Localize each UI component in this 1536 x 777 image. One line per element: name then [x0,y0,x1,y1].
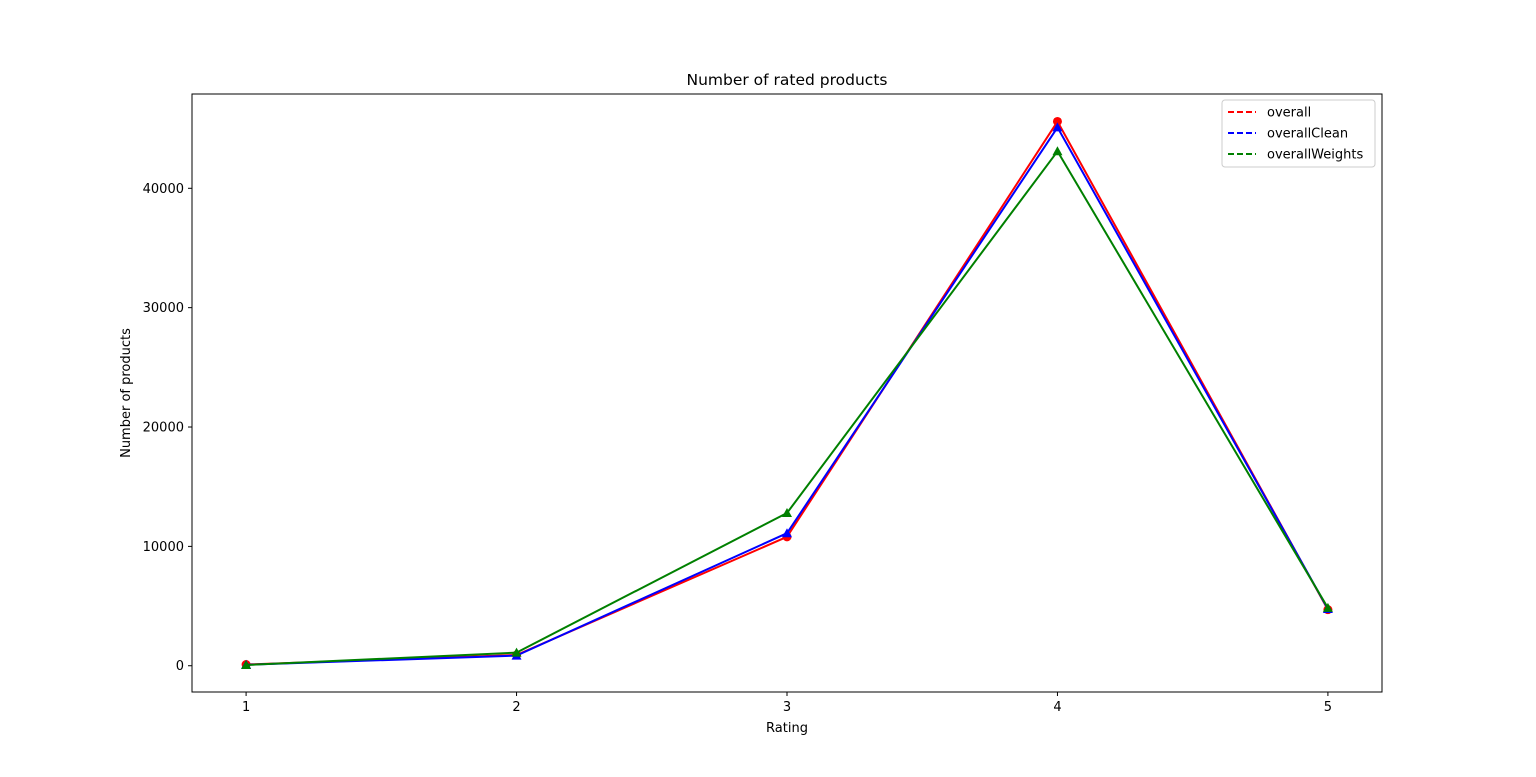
y-axis-label: Number of products [119,328,134,458]
y-tick-label: 20000 [143,421,184,436]
series-layer [241,116,1333,670]
x-tick-label: 3 [783,700,791,715]
plot-area [191,93,1383,693]
data-point [1052,146,1063,156]
data-point [511,647,522,657]
legend-label: overallWeights [1267,148,1363,163]
x-tick-label: 1 [242,700,250,715]
y-tick-label: 30000 [143,301,184,316]
legend-label: overallClean [1267,127,1348,142]
data-point [1322,602,1333,612]
data-point [782,507,792,517]
data-point [241,660,252,670]
x-tick-label: 4 [1053,700,1061,715]
x-tick-label: 2 [512,700,520,715]
data-point [782,528,792,538]
y-axis: 0 10000 20000 30000 40000 [143,182,192,674]
y-tick-label: 40000 [143,182,184,197]
chart-title: Number of rated products [686,71,887,89]
data-point [1052,122,1063,132]
x-axis-label: Rating [766,721,808,736]
y-tick-label: 10000 [143,540,184,555]
series-overallWeights [241,146,1333,670]
x-axis: 1 2 3 4 5 [242,692,1332,715]
x-tick-label: 5 [1324,700,1332,715]
legend-label: overall [1267,106,1311,121]
y-tick-label: 0 [176,659,184,674]
legend-box [1221,99,1376,168]
legend: overall overallClean overallWeights [1221,99,1376,168]
data-point [1052,116,1062,126]
